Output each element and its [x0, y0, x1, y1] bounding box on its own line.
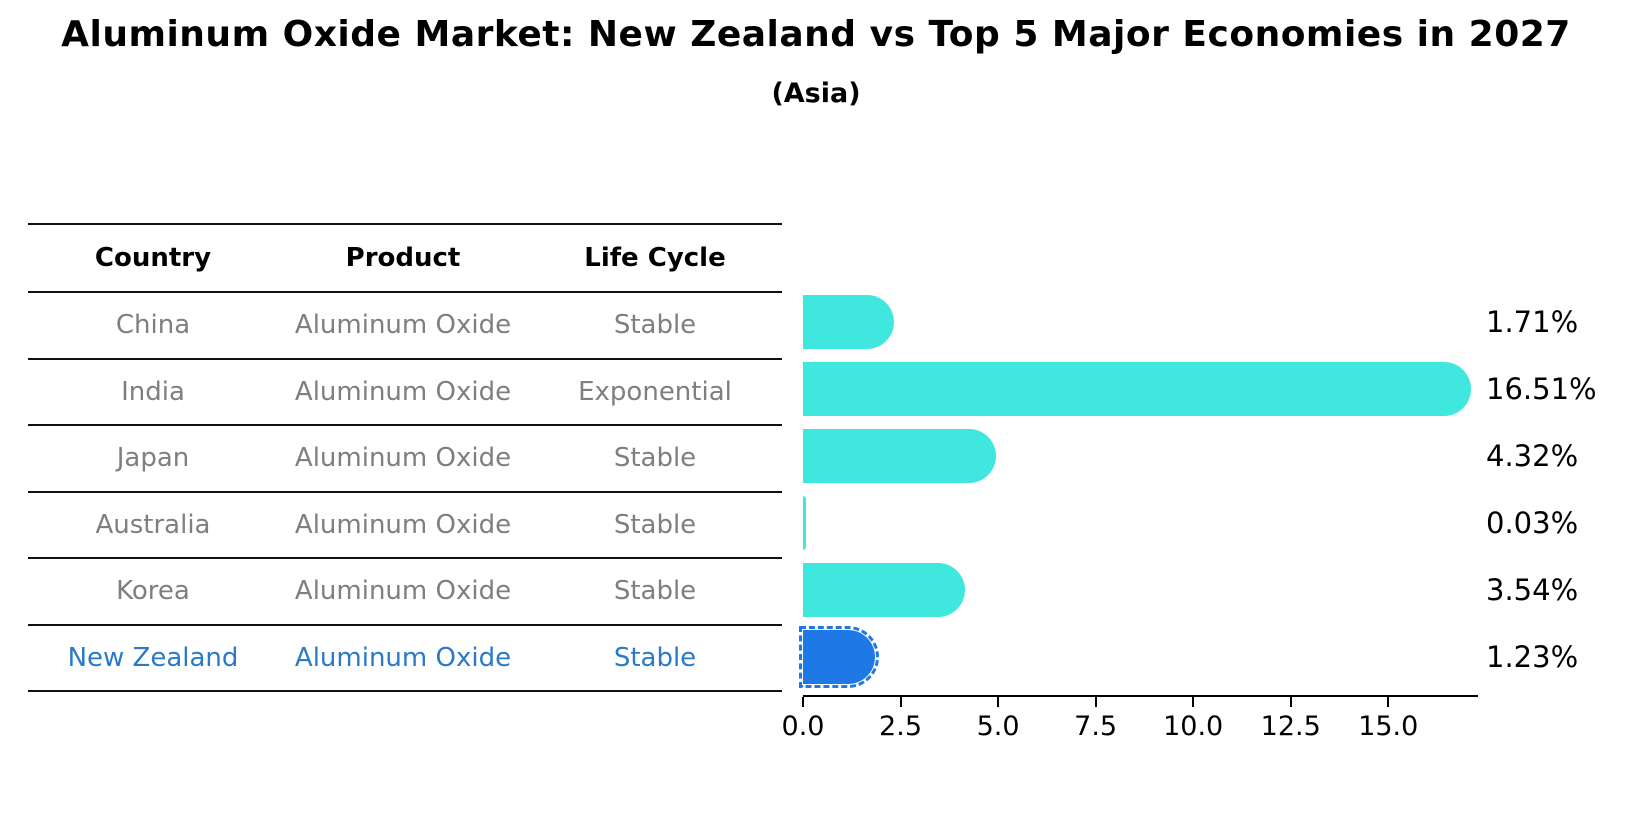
table-row-china: China Aluminum Oxide Stable: [28, 293, 782, 360]
cell-product: Aluminum Oxide: [278, 443, 528, 473]
table-row-new-zealand: New Zealand Aluminum Oxide Stable: [28, 626, 782, 693]
cell-product: Aluminum Oxide: [278, 576, 528, 606]
table-row-australia: Australia Aluminum Oxide Stable: [28, 493, 782, 560]
x-axis-tick-mark: [997, 697, 999, 707]
x-axis-tick-label: 12.5: [1261, 711, 1321, 742]
value-label-india: 16.51%: [1486, 356, 1632, 423]
cell-country: Korea: [28, 576, 278, 606]
cell-lifecycle: Stable: [528, 576, 782, 606]
value-bar-japan: [803, 429, 996, 483]
cell-product: Aluminum Oxide: [278, 510, 528, 540]
table-row-korea: Korea Aluminum Oxide Stable: [28, 559, 782, 626]
value-label-new-zealand: 1.23%: [1486, 623, 1632, 690]
cell-product: Aluminum Oxide: [278, 310, 528, 340]
bar-plot-area: [803, 289, 1478, 690]
value-bar-korea: [803, 563, 965, 617]
cell-product: Aluminum Oxide: [278, 377, 528, 407]
header-cell-lifecycle: Life Cycle: [528, 243, 782, 273]
bar-row-korea: [803, 556, 1478, 623]
cell-lifecycle: Stable: [528, 310, 782, 340]
value-label-japan: 4.32%: [1486, 423, 1632, 490]
value-bar-new-zealand: [803, 630, 875, 684]
x-axis-tick-label: 7.5: [1074, 711, 1117, 742]
bar-row-india: [803, 356, 1478, 423]
cell-lifecycle: Stable: [528, 643, 782, 673]
table-row-japan: Japan Aluminum Oxide Stable: [28, 426, 782, 493]
x-axis-tick-label: 10.0: [1163, 711, 1223, 742]
cell-country: India: [28, 377, 278, 407]
cell-lifecycle: Stable: [528, 510, 782, 540]
x-axis-tick-mark: [900, 697, 902, 707]
cell-country: New Zealand: [28, 643, 278, 673]
chart-subtitle: (Asia): [0, 78, 1632, 109]
page-title: Aluminum Oxide Market: New Zealand vs To…: [0, 14, 1632, 55]
x-axis-tick-label: 5.0: [977, 711, 1020, 742]
value-bar-australia: [803, 496, 806, 550]
data-table: Country Product Life Cycle China Aluminu…: [28, 223, 782, 692]
value-label-china: 1.71%: [1486, 289, 1632, 356]
chart-page: Aluminum Oxide Market: New Zealand vs To…: [0, 0, 1632, 823]
value-label-korea: 3.54%: [1486, 556, 1632, 623]
cell-country: Australia: [28, 510, 278, 540]
bar-row-australia: [803, 489, 1478, 556]
x-axis-tick-label: 2.5: [879, 711, 922, 742]
value-label-australia: 0.03%: [1486, 489, 1632, 556]
cell-lifecycle: Stable: [528, 443, 782, 473]
x-axis-tick-label: 15.0: [1358, 711, 1418, 742]
x-axis-line: [803, 695, 1478, 697]
cell-product: Aluminum Oxide: [278, 643, 528, 673]
bar-row-new-zealand: [803, 623, 1478, 690]
x-axis-tick-mark: [802, 697, 804, 707]
cell-country: Japan: [28, 443, 278, 473]
table-header-row: Country Product Life Cycle: [28, 225, 782, 293]
table-row-india: India Aluminum Oxide Exponential: [28, 360, 782, 427]
x-axis-tick-mark: [1095, 697, 1097, 707]
bar-row-china: [803, 289, 1478, 356]
x-axis-tick-mark: [1387, 697, 1389, 707]
cell-country: China: [28, 310, 278, 340]
x-axis-tick-mark: [1290, 697, 1292, 707]
value-bar-china: [803, 295, 894, 349]
cell-lifecycle: Exponential: [528, 377, 782, 407]
bar-row-japan: [803, 423, 1478, 490]
x-axis-tick-mark: [1192, 697, 1194, 707]
x-axis: 0.0 2.5 5.0 7.5 10.0 12.5 15.0: [803, 695, 1478, 755]
x-axis-tick-label: 0.0: [782, 711, 825, 742]
header-cell-country: Country: [28, 243, 278, 273]
value-bar-india: [803, 362, 1471, 416]
value-labels-column: 1.71% 16.51% 4.32% 0.03% 3.54% 1.23%: [1486, 289, 1632, 690]
header-cell-product: Product: [278, 243, 528, 273]
